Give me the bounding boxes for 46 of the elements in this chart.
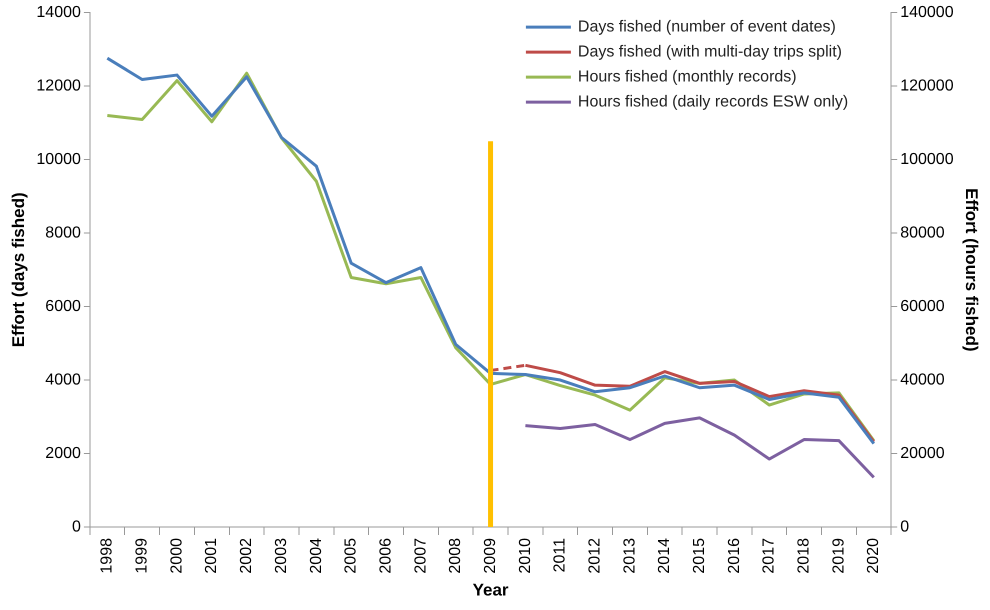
x-tick-label: 2007 xyxy=(412,538,430,574)
y2-tick-label: 140000 xyxy=(900,4,954,22)
x-tick-label: 2015 xyxy=(690,538,708,574)
y2-tick-label: 120000 xyxy=(900,77,954,94)
y-axis-title: Effort (days fished) xyxy=(8,192,28,348)
y2-tick-label: 60000 xyxy=(900,298,945,315)
x-tick-label: 2006 xyxy=(377,538,394,574)
x-tick-label: 1998 xyxy=(98,538,116,574)
y2-tick-label: 100000 xyxy=(900,150,954,168)
y2-tick-label: 0 xyxy=(900,518,910,536)
y-tick-label: 4000 xyxy=(45,371,81,388)
x-tick-label: 2017 xyxy=(760,538,778,574)
y-tick-label: 14000 xyxy=(36,4,81,22)
x-tick-label: 2001 xyxy=(203,538,220,574)
y-tick-label: 2000 xyxy=(45,444,81,462)
y-tick-label: 12000 xyxy=(36,77,81,94)
x-tick-label: 2009 xyxy=(482,538,499,574)
y-tick-label: 10000 xyxy=(36,150,81,168)
x-tick-label: 2002 xyxy=(238,538,256,574)
x-tick-label: 2016 xyxy=(726,538,743,574)
x-axis-title: Year xyxy=(472,580,509,600)
x-tick-label: 2005 xyxy=(342,538,360,574)
x-tick-label: 2012 xyxy=(586,538,604,574)
x-tick-label: 2019 xyxy=(830,538,848,574)
y-tick-label: 8000 xyxy=(45,224,81,242)
x-tick-label: 2008 xyxy=(447,538,464,574)
y-tick-label: 6000 xyxy=(45,298,81,315)
x-tick-label: 2003 xyxy=(272,538,290,574)
x-tick-label: 2004 xyxy=(308,538,325,574)
x-tick-label: 2010 xyxy=(516,538,534,574)
legend-label: Hours fished (monthly records) xyxy=(578,68,797,86)
y-tick-label: 0 xyxy=(72,518,81,536)
legend-label: Hours fished (daily records ESW only) xyxy=(578,94,848,111)
x-tick-label: 2013 xyxy=(621,538,638,574)
x-tick-label: 2018 xyxy=(796,538,813,574)
legend-label: Days fished (number of event dates) xyxy=(578,18,836,36)
x-tick-label: 2011 xyxy=(552,538,569,572)
y2-tick-label: 40000 xyxy=(900,371,945,388)
y2-tick-label: 20000 xyxy=(900,444,945,462)
x-tick-label: 1999 xyxy=(134,538,151,574)
x-tick-label: 2014 xyxy=(656,538,674,574)
y2-tick-label: 80000 xyxy=(900,224,945,242)
x-tick-label: 2020 xyxy=(865,538,882,574)
x-tick-label: 2000 xyxy=(168,538,186,574)
y2-axis-title: Effort (hours fished) xyxy=(962,188,982,352)
legend-label: Days fished (with multi-day trips split) xyxy=(578,44,842,61)
